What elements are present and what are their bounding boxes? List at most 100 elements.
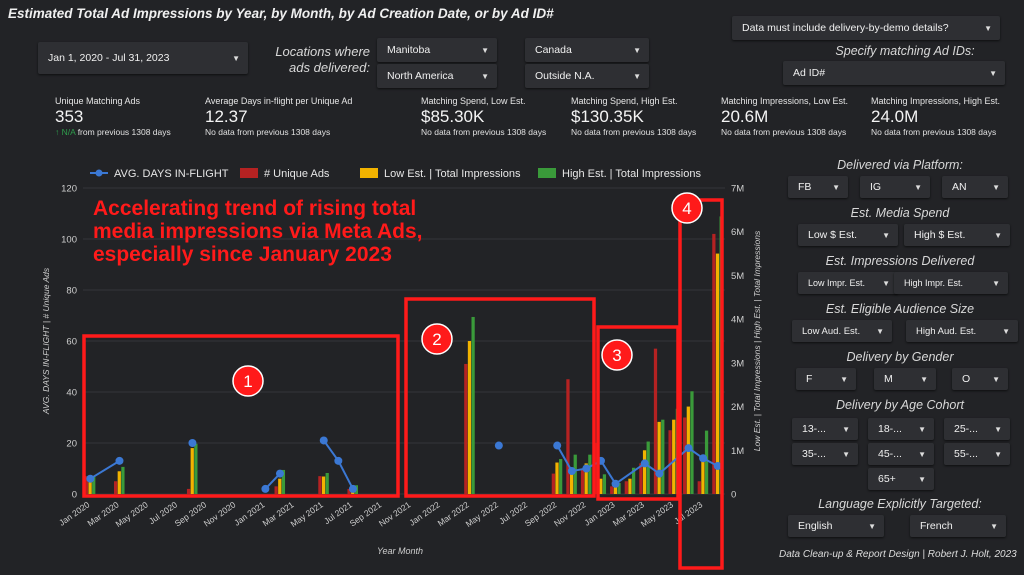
delivery-demo-filter[interactable]: Data must include delivery-by-demo detai… <box>732 16 1000 40</box>
chevron-down-icon: ▼ <box>868 521 876 531</box>
impr-low-filter[interactable]: Low Impr. Est. ▼ <box>798 272 898 294</box>
lang-french-filter[interactable]: French ▼ <box>910 515 1006 537</box>
chevron-down-icon: ▼ <box>992 182 1000 192</box>
platform-fb-filter[interactable]: FB ▼ <box>788 176 848 198</box>
impr-high-filter[interactable]: High Impr. Est. ▼ <box>894 272 1008 294</box>
legend-label: AVG. DAYS IN-FLIGHT <box>114 168 229 180</box>
kpi-value: 24.0M <box>871 107 919 126</box>
spend-high-filter[interactable]: High $ Est. ▼ <box>904 224 1010 246</box>
kpi-spend-high: Matching Spend, High Est. $130.35K No da… <box>571 96 696 137</box>
chevron-down-icon: ▼ <box>882 278 890 288</box>
chevron-down-icon: ▼ <box>918 474 926 484</box>
kpi-unique-ads: Unique Matching Ads 353 ↑ N/A from previ… <box>55 96 171 137</box>
line-point <box>319 436 328 445</box>
line-point <box>655 469 664 478</box>
platform-fb-label: FB <box>798 181 812 193</box>
chevron-down-icon: ▼ <box>984 23 992 33</box>
annotation-box <box>678 198 724 570</box>
unique-ads-bar <box>668 430 672 494</box>
gender-f-filter[interactable]: F ▼ <box>796 368 856 390</box>
date-range-picker[interactable]: Jan 1, 2020 - Jul 31, 2023 ▼ <box>38 42 248 74</box>
y-right-tick-label: 7M <box>731 184 744 195</box>
x-tick-label: Jan 2023 <box>582 499 617 527</box>
low-est-bar <box>701 456 705 494</box>
manitoba-filter[interactable]: Manitoba ▼ <box>377 38 497 62</box>
age-65-filter[interactable]: 65+ ▼ <box>868 468 934 490</box>
x-tick-label: May 2020 <box>113 499 150 529</box>
unique-ads-bar <box>683 417 687 494</box>
aud-low-filter[interactable]: Low Aud. Est. ▼ <box>792 320 892 342</box>
high-est-bar <box>92 476 96 494</box>
age-13-filter[interactable]: 13-... ▼ <box>792 418 858 440</box>
kpi-title: Average Days in-flight per Unique Ad <box>205 96 353 106</box>
y-left-tick-label: 20 <box>66 439 77 450</box>
gender-m-filter[interactable]: M ▼ <box>874 368 936 390</box>
kpi-title: Matching Spend, High Est. <box>571 96 678 106</box>
y-left-tick-label: 120 <box>61 184 77 195</box>
kpi-impr-low: Matching Impressions, Low Est. 20.6M No … <box>721 96 848 137</box>
canada-filter[interactable]: Canada ▼ <box>525 38 649 62</box>
low-est-bar <box>569 472 574 494</box>
unique-ads-bar <box>347 488 351 494</box>
manitoba-filter-value: Manitoba <box>387 44 431 56</box>
kpi-avg-days: Average Days in-flight per Unique Ad 12.… <box>205 96 352 137</box>
spend-low-filter[interactable]: Low $ Est. ▼ <box>798 224 898 246</box>
unique-ads-bar <box>114 481 118 494</box>
chevron-down-icon: ▼ <box>920 374 928 384</box>
x-tick-label: Nov 2020 <box>202 499 238 528</box>
chart-legend: AVG. DAYS IN-FLIGHT # Unique Ads Low Est. … <box>90 168 701 180</box>
gender-o-filter[interactable]: O ▼ <box>952 368 1008 390</box>
age-65-label: 65+ <box>878 473 896 485</box>
chevron-down-icon: ▼ <box>918 424 926 434</box>
age-35-filter[interactable]: 35-... ▼ <box>792 443 858 465</box>
legend-swatch <box>240 168 258 178</box>
age-55-filter[interactable]: 55-... ▼ <box>944 443 1010 465</box>
chevron-down-icon: ▼ <box>876 326 884 336</box>
y-right-tick-label: 5M <box>731 271 744 282</box>
outside-na-filter[interactable]: Outside N.A. ▼ <box>525 64 649 88</box>
kpi-subtext-text: from previous 1308 days <box>77 127 171 137</box>
age-18-filter[interactable]: 18-... ▼ <box>868 418 934 440</box>
kpi-value: 20.6M <box>721 107 769 126</box>
kpi-value: $85.30K <box>421 107 485 126</box>
chevron-down-icon: ▼ <box>842 449 850 459</box>
high-est-bar <box>588 454 592 494</box>
legend-line-marker <box>95 169 103 177</box>
age-45-filter[interactable]: 45-... ▼ <box>868 443 934 465</box>
impressions-chart: AVG. DAYS IN-FLIGHT # Unique Ads Low Est. … <box>41 168 762 570</box>
locations-label: Locations where ads delivered: <box>270 44 370 76</box>
line-segment <box>337 460 354 490</box>
x-tick-label: Jul 2023 <box>672 499 704 526</box>
platform-ig-filter[interactable]: IG ▼ <box>860 176 930 198</box>
gender-m-label: M <box>884 373 893 385</box>
date-range-value: Jan 1, 2020 - Jul 31, 2023 <box>48 52 170 64</box>
kpi-subtext: No data from previous 1308 days <box>205 127 331 137</box>
kpi-na-indicator: ↑ N/A <box>55 127 76 137</box>
chevron-down-icon: ▼ <box>832 182 840 192</box>
low-est-bar <box>555 462 559 494</box>
x-tick-label: Nov 2022 <box>552 499 588 528</box>
line-point <box>553 441 562 450</box>
line-point <box>567 467 576 476</box>
chevron-down-icon: ▼ <box>232 53 240 63</box>
low-est-bar <box>278 478 282 494</box>
platform-an-filter[interactable]: AN ▼ <box>942 176 1008 198</box>
legend-label: Low Est. | Total Impressions <box>384 168 521 180</box>
x-tick-label: Jan 2020 <box>57 499 92 527</box>
line-point <box>261 484 270 493</box>
kpi-subtext: No data from previous 1308 days <box>871 127 997 137</box>
age-25-filter[interactable]: 25-... ▼ <box>944 418 1010 440</box>
north-america-filter[interactable]: North America ▼ <box>377 64 497 88</box>
audience-label: Est. Eligible Audience Size <box>825 302 975 316</box>
unique-ads-bar <box>712 233 716 494</box>
impr-low-label: Low Impr. Est. <box>808 278 866 288</box>
y-left-tick-label: 100 <box>61 235 77 246</box>
lang-english-filter[interactable]: English ▼ <box>788 515 884 537</box>
line-point <box>275 469 284 478</box>
aud-high-filter[interactable]: High Aud. Est. ▼ <box>906 320 1018 342</box>
avg-days-line <box>86 436 722 493</box>
chevron-down-icon: ▼ <box>994 449 1002 459</box>
age-45-label: 45-... <box>878 448 902 460</box>
gender-o-label: O <box>962 373 971 385</box>
ad-id-filter[interactable]: Ad ID# ▼ <box>783 61 1005 85</box>
